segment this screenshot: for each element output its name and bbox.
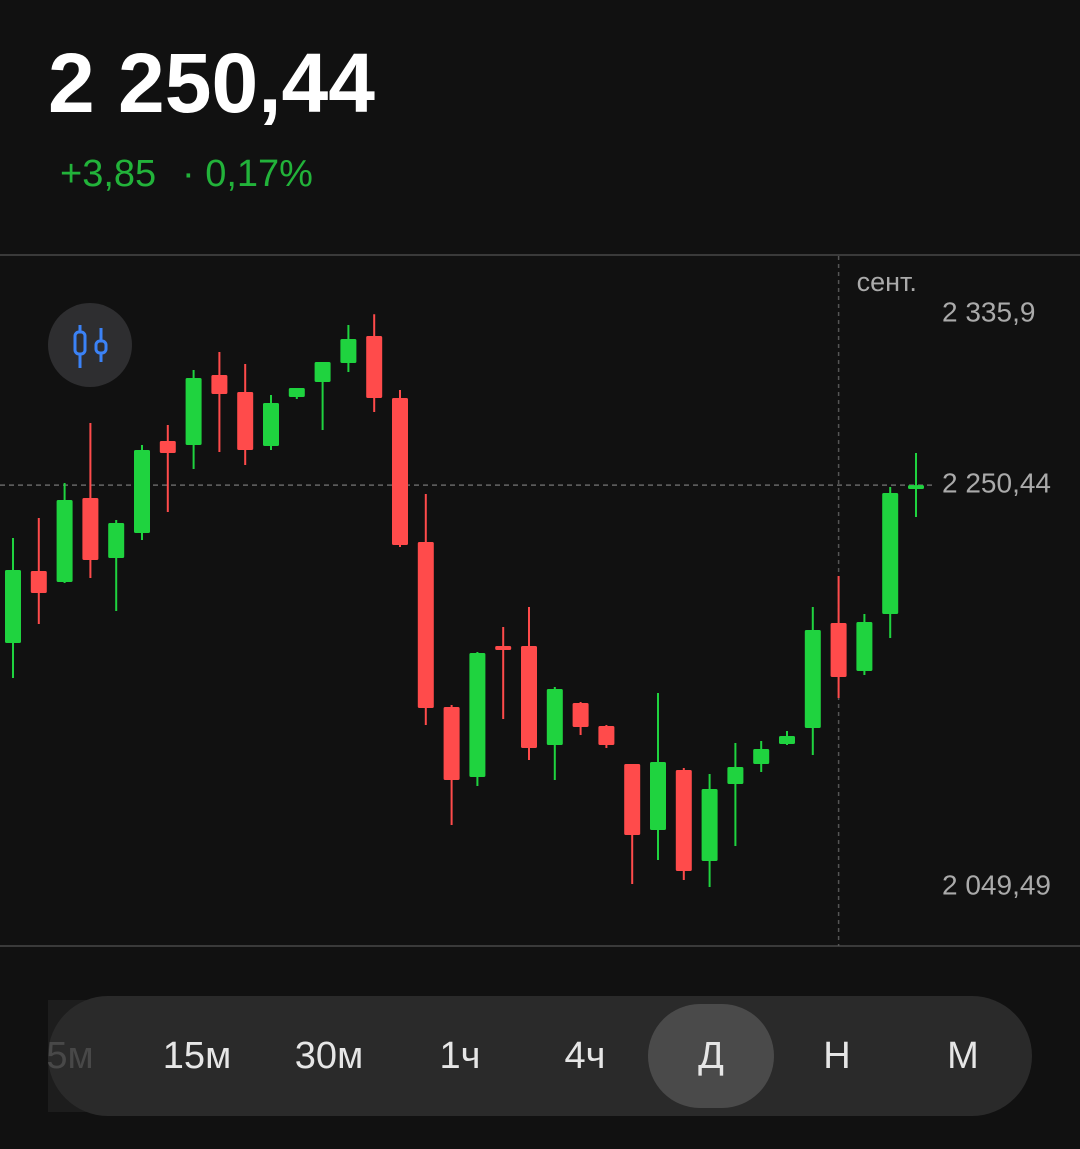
candle-body — [546, 689, 563, 745]
candle-body — [134, 450, 150, 533]
candle-body — [701, 789, 718, 861]
month-label: сент. — [857, 267, 917, 297]
candle-body — [495, 646, 512, 650]
change-percent: · 0,17% — [182, 153, 313, 195]
timeframe-button[interactable]: 30м — [295, 1035, 363, 1077]
timeframe-button[interactable]: М — [947, 1035, 979, 1077]
timeframe-button[interactable]: Д — [698, 1035, 724, 1077]
candle-body — [211, 375, 228, 394]
candle-body — [108, 523, 125, 558]
candle-body — [572, 703, 589, 727]
timeframe-bar — [48, 996, 1032, 1116]
icon — [73, 330, 87, 356]
candle-body — [753, 749, 770, 764]
candle-body — [314, 362, 331, 382]
price: 2 250,44 — [48, 36, 375, 130]
candle-body — [56, 500, 73, 582]
candle-body — [727, 767, 744, 784]
candle-body — [185, 378, 202, 445]
candle-body — [366, 336, 383, 398]
candle-body — [469, 653, 486, 777]
candle-body — [82, 498, 99, 560]
timeframe-selected[interactable] — [648, 1004, 774, 1108]
candle-body — [598, 726, 615, 745]
candle-body — [830, 623, 847, 677]
candle-body — [908, 485, 924, 489]
candle-body — [5, 570, 21, 643]
timeframe-button[interactable]: 15м — [163, 1035, 231, 1077]
fade — [48, 1000, 108, 1112]
icon — [94, 339, 108, 355]
candle-body — [237, 392, 254, 450]
candle-body — [882, 493, 899, 614]
candle-body — [856, 622, 873, 671]
candle-body — [804, 630, 821, 728]
timeframe-button[interactable]: 4ч — [565, 1035, 606, 1077]
candle-body — [650, 762, 666, 830]
candle-body — [30, 571, 47, 593]
candle-body — [779, 736, 795, 744]
candle-body — [288, 388, 305, 397]
y-tick-label: 2 250,44 — [942, 468, 1051, 499]
candle-body — [392, 398, 408, 545]
timeframes: 5м15м30м1ч4чДНМ — [46, 1000, 979, 1112]
y-tick-label: 2 049,49 — [942, 869, 1051, 900]
y-tick-label: 2 335,9 — [942, 297, 1035, 328]
candle-body — [443, 707, 460, 780]
candle-body — [263, 403, 279, 446]
candle-body — [417, 542, 434, 708]
indicator-button-bg[interactable] — [48, 303, 132, 387]
candle-body — [340, 339, 357, 363]
timeframe-button[interactable]: Н — [823, 1035, 850, 1077]
candle-body — [675, 770, 692, 871]
indicator-button[interactable] — [48, 303, 132, 387]
candle-body — [624, 764, 641, 835]
timeframe-button[interactable]: 1ч — [440, 1035, 481, 1077]
candle-body — [159, 441, 176, 453]
candle-body — [521, 646, 537, 748]
plot: сент. 2 335,9 2 250,44 2 049,49 — [0, 256, 1051, 946]
change: +3,85 — [60, 153, 156, 195]
